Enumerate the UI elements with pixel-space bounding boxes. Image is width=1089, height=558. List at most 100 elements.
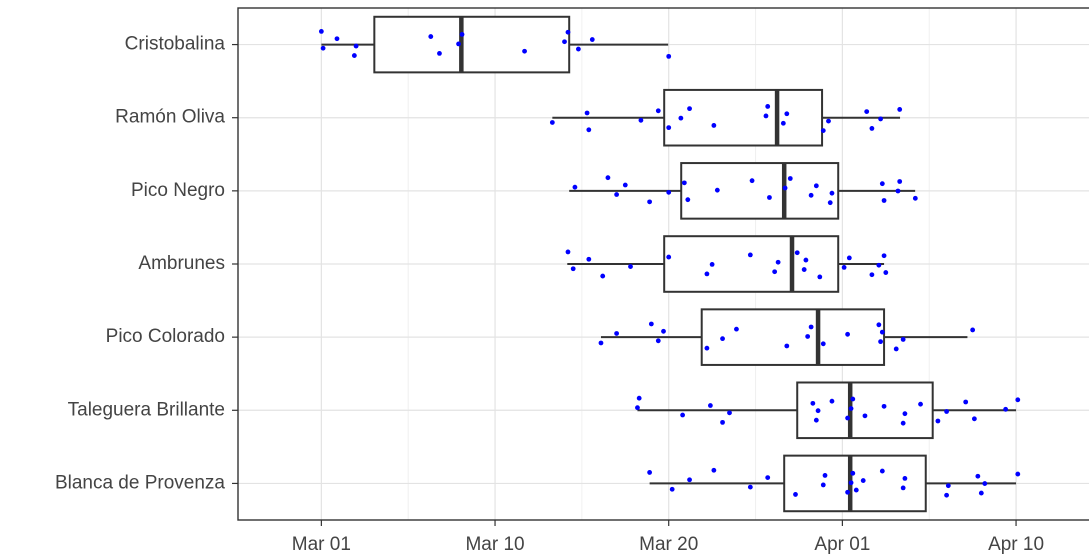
- point: [680, 412, 686, 418]
- point: [780, 120, 786, 126]
- point: [565, 29, 571, 35]
- point: [853, 487, 859, 493]
- point: [685, 197, 691, 203]
- point: [876, 262, 882, 268]
- point: [881, 253, 887, 259]
- point: [351, 53, 357, 58]
- point: [714, 187, 720, 193]
- point: [827, 200, 833, 206]
- point: [747, 484, 753, 490]
- point: [848, 406, 854, 411]
- point: [782, 185, 788, 191]
- point: [772, 269, 778, 275]
- point: [666, 189, 672, 195]
- point: [963, 399, 969, 405]
- point: [829, 398, 835, 404]
- point: [881, 198, 887, 203]
- point: [820, 128, 826, 134]
- x-tick-label: Mar 01: [292, 534, 351, 555]
- point: [622, 182, 628, 188]
- point: [584, 110, 590, 116]
- point: [661, 328, 666, 334]
- point: [565, 249, 571, 255]
- point: [428, 34, 434, 39]
- box: [663, 235, 840, 293]
- point: [862, 413, 868, 419]
- point: [822, 473, 828, 478]
- point: [1003, 406, 1009, 412]
- point: [437, 50, 442, 56]
- point: [803, 257, 809, 263]
- point: [813, 183, 819, 189]
- point: [826, 118, 831, 124]
- point: [935, 418, 941, 424]
- point: [767, 195, 772, 200]
- box: [700, 308, 886, 366]
- point: [711, 123, 717, 128]
- point: [666, 254, 672, 260]
- point: [815, 408, 821, 414]
- point: [1015, 471, 1021, 477]
- point: [456, 41, 461, 47]
- point: [586, 127, 592, 133]
- point: [765, 475, 771, 480]
- point: [864, 109, 870, 115]
- point: [734, 326, 739, 332]
- point: [808, 192, 814, 198]
- point: [918, 401, 923, 407]
- point: [320, 45, 326, 51]
- point: [975, 473, 981, 479]
- point: [709, 262, 715, 267]
- point: [638, 117, 644, 123]
- point: [666, 53, 672, 59]
- point: [647, 470, 653, 475]
- point: [793, 492, 798, 497]
- point: [845, 415, 850, 421]
- point: [805, 334, 811, 339]
- point: [570, 266, 576, 272]
- y-tick-label: Cristobalina: [125, 34, 226, 55]
- point: [881, 403, 887, 409]
- point: [655, 338, 661, 344]
- point: [687, 477, 692, 483]
- point: [747, 252, 753, 258]
- point: [628, 264, 633, 269]
- point: [869, 272, 875, 278]
- point: [883, 270, 889, 275]
- point: [562, 39, 567, 45]
- point: [900, 420, 906, 426]
- point: [971, 416, 977, 422]
- point: [850, 396, 856, 402]
- x-tick-label: Mar 20: [639, 534, 698, 555]
- point: [334, 36, 340, 42]
- box: [783, 454, 927, 513]
- point: [845, 489, 850, 495]
- point: [681, 180, 687, 186]
- point: [895, 188, 901, 194]
- point: [845, 331, 850, 337]
- x-tick-label: Mar 10: [465, 534, 524, 555]
- point: [784, 111, 790, 117]
- panel-border: [237, 7, 1089, 521]
- point: [727, 410, 732, 416]
- point: [707, 403, 713, 408]
- point: [820, 341, 826, 347]
- point: [459, 31, 465, 37]
- y-tick-label: Blanca de Provenza: [55, 472, 225, 493]
- point: [787, 176, 793, 181]
- point: [808, 324, 814, 330]
- box: [373, 15, 571, 74]
- point: [704, 271, 710, 277]
- point: [765, 104, 771, 109]
- point: [614, 192, 620, 197]
- point: [944, 492, 949, 498]
- point: [944, 409, 949, 414]
- point: [978, 490, 984, 496]
- point: [794, 250, 800, 256]
- point: [876, 322, 882, 328]
- point: [846, 255, 852, 261]
- point: [648, 321, 654, 327]
- point: [784, 343, 790, 349]
- point: [605, 175, 611, 181]
